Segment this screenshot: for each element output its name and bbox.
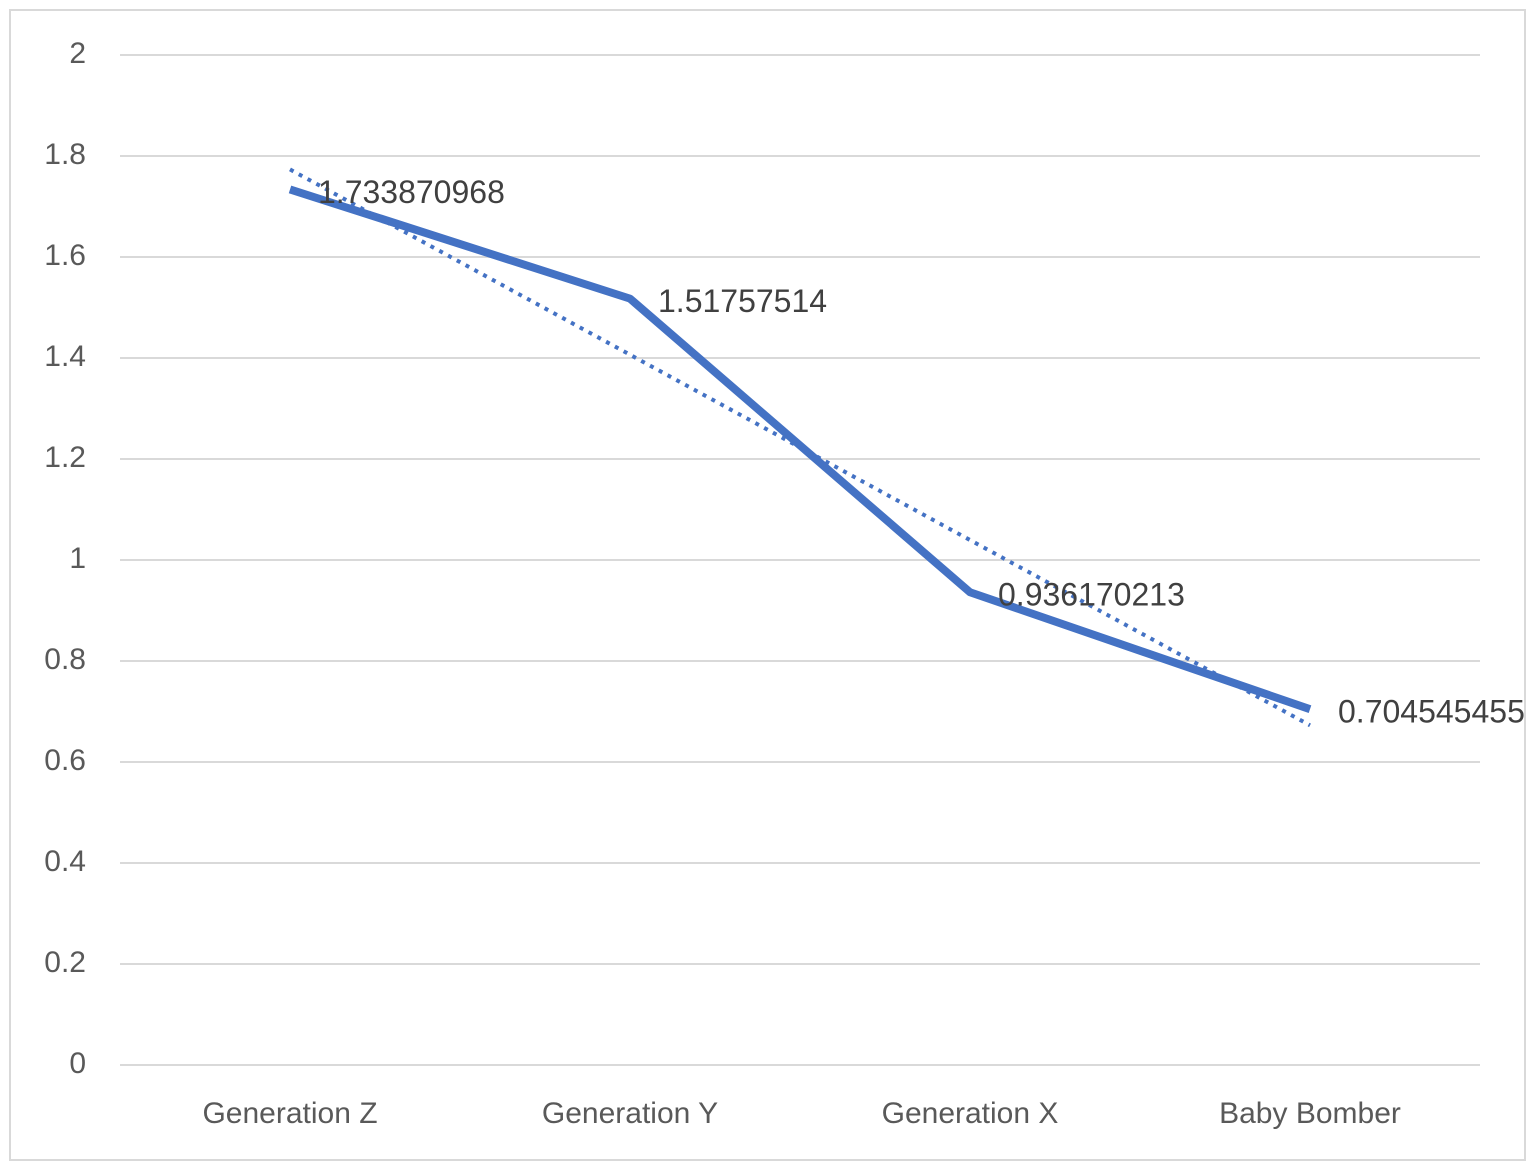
- y-tick-label: 1.6: [44, 239, 86, 272]
- y-tick-label: 2: [69, 37, 86, 70]
- data-label: 1.733870968: [318, 174, 505, 210]
- y-tick-label: 1.2: [44, 441, 86, 474]
- y-tick-label: 0.6: [44, 744, 86, 777]
- x-tick-label: Generation Y: [542, 1097, 718, 1130]
- x-tick-label: Generation Z: [202, 1097, 377, 1130]
- y-tick-label: 0.8: [44, 643, 86, 676]
- line: [288, 185, 1312, 713]
- chart-border: [9, 9, 1526, 1161]
- y-tick-label: 1.8: [44, 138, 86, 171]
- y-tick-label: 0: [69, 1047, 86, 1080]
- data-label: 0.936170213: [998, 577, 1185, 613]
- x-tick-label: Baby Bomber: [1219, 1097, 1401, 1130]
- data-label: 1.51757514: [658, 283, 827, 319]
- y-tick-label: 1.4: [44, 340, 86, 373]
- y-tick-label: 0.4: [44, 845, 86, 878]
- x-tick-label: Generation X: [882, 1097, 1059, 1130]
- data-label: 0.704545455: [1338, 694, 1525, 730]
- y-tick-label: 0.2: [44, 946, 86, 979]
- y-tick-label: 1: [69, 542, 86, 575]
